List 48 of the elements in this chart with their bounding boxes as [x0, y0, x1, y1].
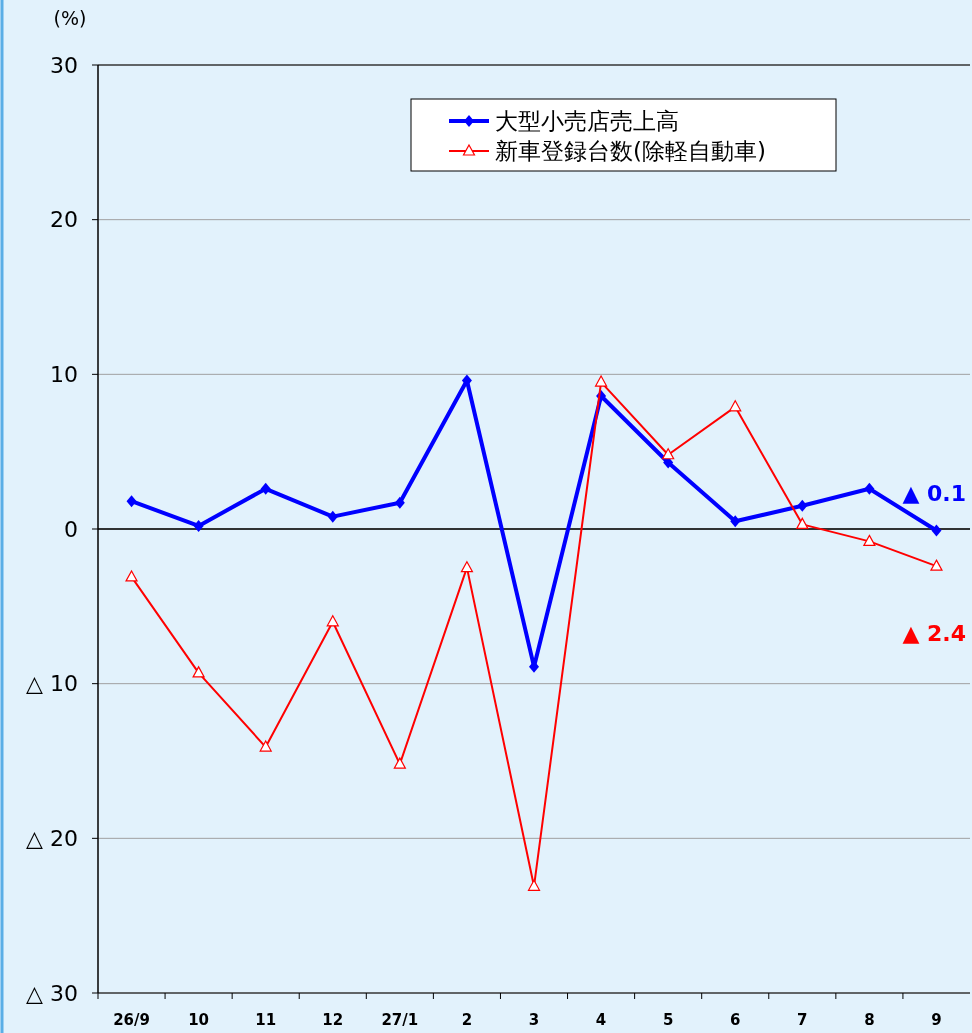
point: [594, 375, 608, 387]
legend-label: 新車登録台数(除軽自動車): [495, 138, 766, 165]
x-tick-label: 5: [662, 1011, 674, 1029]
x-tick-label: 12: [322, 1011, 344, 1029]
point: [125, 570, 138, 582]
x-tick-label: 6: [730, 1011, 741, 1029]
y-tick-label: △ 10: [26, 671, 78, 697]
x-tick-label: 4: [595, 1011, 607, 1029]
point: [126, 495, 137, 508]
point: [192, 666, 205, 678]
point: [662, 448, 675, 460]
legend-label: 大型小売店売上高: [495, 108, 679, 135]
point: [930, 559, 943, 571]
point: [193, 519, 204, 532]
point: [460, 561, 474, 573]
point: [864, 482, 875, 495]
point: [730, 515, 741, 528]
point: [259, 740, 272, 752]
point: [461, 374, 472, 387]
point: [796, 517, 809, 529]
x-tick-label: 27/1: [381, 1011, 419, 1029]
y-tick-label: △ 30: [26, 980, 78, 1006]
x-tick-label: 8: [864, 1011, 875, 1029]
point: [393, 757, 406, 769]
x-tick-label: 11: [255, 1011, 277, 1029]
x-tick-label: 7: [797, 1011, 808, 1029]
y-tick-label: 30: [50, 52, 78, 78]
y-axis-title: (%): [53, 7, 87, 29]
x-tick-label: 3: [528, 1011, 540, 1029]
point: [260, 482, 271, 495]
point: [527, 879, 541, 891]
annotation: ▲ 0.1: [902, 480, 966, 506]
annotation: ▲ 2.4: [902, 621, 966, 647]
point: [931, 524, 942, 537]
point: [394, 496, 405, 509]
point: [327, 510, 338, 523]
y-tick-label: △ 20: [26, 826, 78, 852]
x-tick-label: 9: [931, 1011, 942, 1029]
x-tick-label: 10: [188, 1011, 210, 1029]
point: [863, 534, 876, 546]
point: [326, 615, 339, 627]
y-tick-label: 0: [64, 516, 78, 542]
y-tick-label: 10: [50, 362, 78, 388]
point: [797, 499, 808, 512]
x-tick-label: 2: [461, 1011, 473, 1029]
point: [729, 400, 742, 412]
x-tick-label: 26/9: [113, 1011, 150, 1029]
y-tick-label: 20: [50, 207, 78, 233]
